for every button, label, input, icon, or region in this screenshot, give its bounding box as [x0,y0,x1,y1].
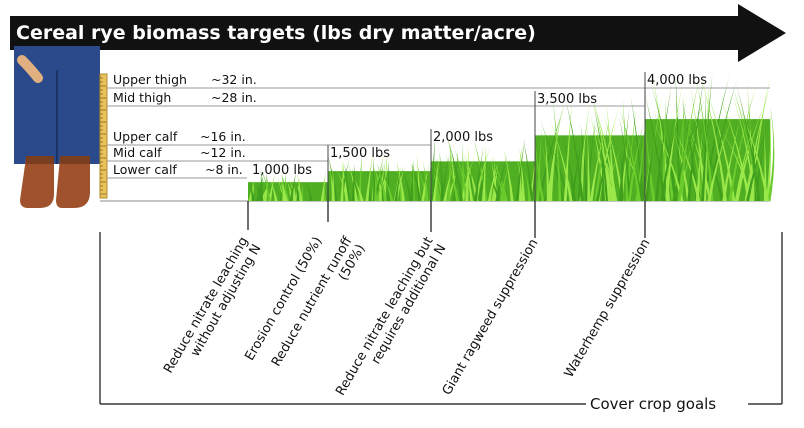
goal-label: Waterhemp suppression [562,237,654,381]
height-marker-label: Mid calf [113,145,162,160]
grass-block [644,70,775,202]
biomass-target-label: 3,500 lbs [537,92,597,107]
diagram-title: Cereal rye biomass targets (lbs dry matt… [16,22,536,44]
biomass-target-label: 2,000 lbs [433,130,493,145]
grass-block [429,136,536,201]
height-marker-value: ~8 in. [205,162,243,177]
height-marker-label: Upper calf [113,129,178,144]
biomass-target-label: 4,000 lbs [647,73,707,88]
goal-label: Reduce nitrate leachingwithout adjusting… [161,235,264,384]
height-marker-value: ~16 in. [200,129,246,144]
height-marker-label: Mid thigh [113,90,171,105]
goal-label: Giant ragweed suppression [440,237,542,398]
height-marker-label: Lower calf [113,162,177,177]
goals-axis-label: Cover crop goals [590,395,716,413]
height-marker-label: Upper thigh [113,72,187,87]
grass-block [326,152,431,201]
title-arrow-shape [10,4,786,62]
height-marker-lines: Upper thigh ~32 in. Mid thigh ~28 in. Upper … [107,72,770,179]
goals: Reduce nitrate leachingwithout adjusting… [161,201,654,398]
height-marker-value: ~28 in. [211,90,257,105]
grass-block [535,95,647,201]
grass-block [248,170,328,201]
title-arrow: Cereal rye biomass targets (lbs dry matt… [10,4,786,62]
grass-blocks [248,70,775,202]
goals-bracket: Cover crop goals [99,232,783,413]
height-marker-value: ~12 in. [200,145,246,160]
height-ruler [99,73,108,199]
biomass-target-label: 1,500 lbs [330,146,390,161]
height-marker-value: ~32 in. [211,72,257,87]
biomass-labels: 1,000 lbs 1,500 lbs 2,000 lbs 3,500 lbs 4,00… [252,72,707,201]
biomass-target-label: 1,000 lbs [252,163,312,178]
person-legs-illustration [14,46,100,208]
